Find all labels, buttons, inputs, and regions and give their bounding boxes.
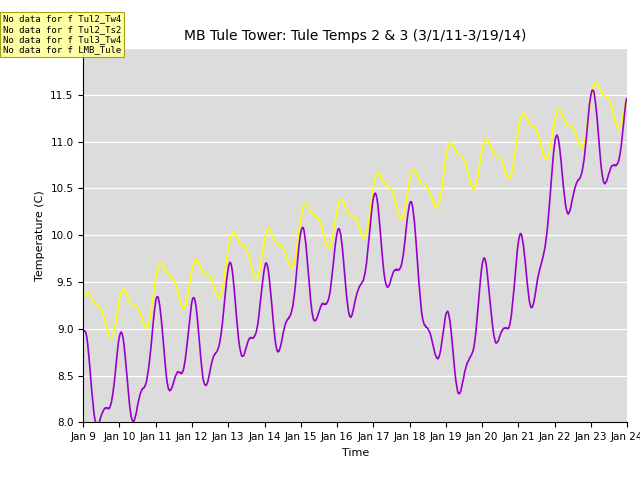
- Text: No data for f Tul2_Tw4
No data for f Tul2_Ts2
No data for f Tul3_Tw4
No data for: No data for f Tul2_Tw4 No data for f Tul…: [3, 14, 122, 55]
- Tul3_Ts-8: [591, 94, 598, 99]
- Tul2_Ts-8: [591, 81, 598, 87]
- Tul3_Ts-8: [383, 284, 390, 289]
- Tul3_Ts-8: [231, 297, 239, 303]
- Tul3_Ts-8: [79, 328, 87, 334]
- X-axis label: Time: Time: [342, 448, 369, 457]
- Line: Tul2_Ts-8: Tul2_Ts-8: [83, 83, 627, 338]
- Tul2_Ts-8: [383, 183, 390, 189]
- Tul2_Ts-8: [623, 96, 631, 102]
- Legend: Tul2_Ts-8, Tul3_Ts-8: Tul2_Ts-8, Tul3_Ts-8: [253, 477, 457, 480]
- Y-axis label: Temperature (C): Temperature (C): [35, 190, 45, 281]
- Tul3_Ts-8: [371, 191, 379, 196]
- Tul3_Ts-8: [589, 87, 596, 93]
- Tul3_Ts-8: [575, 176, 583, 182]
- Tul2_Ts-8: [575, 142, 583, 147]
- Tul3_Ts-8: [93, 423, 101, 429]
- Tul2_Ts-8: [107, 335, 115, 341]
- Tul2_Ts-8: [79, 292, 87, 298]
- Line: Tul3_Ts-8: Tul3_Ts-8: [83, 90, 627, 426]
- Tul3_Ts-8: [623, 95, 631, 101]
- Tul2_Ts-8: [513, 133, 521, 139]
- Title: MB Tule Tower: Tule Temps 2 & 3 (3/1/11-3/19/14): MB Tule Tower: Tule Temps 2 & 3 (3/1/11-…: [184, 29, 526, 43]
- Tul2_Ts-8: [371, 176, 379, 182]
- Tul3_Ts-8: [513, 248, 521, 253]
- Tul2_Ts-8: [592, 80, 600, 86]
- Tul2_Ts-8: [231, 231, 239, 237]
